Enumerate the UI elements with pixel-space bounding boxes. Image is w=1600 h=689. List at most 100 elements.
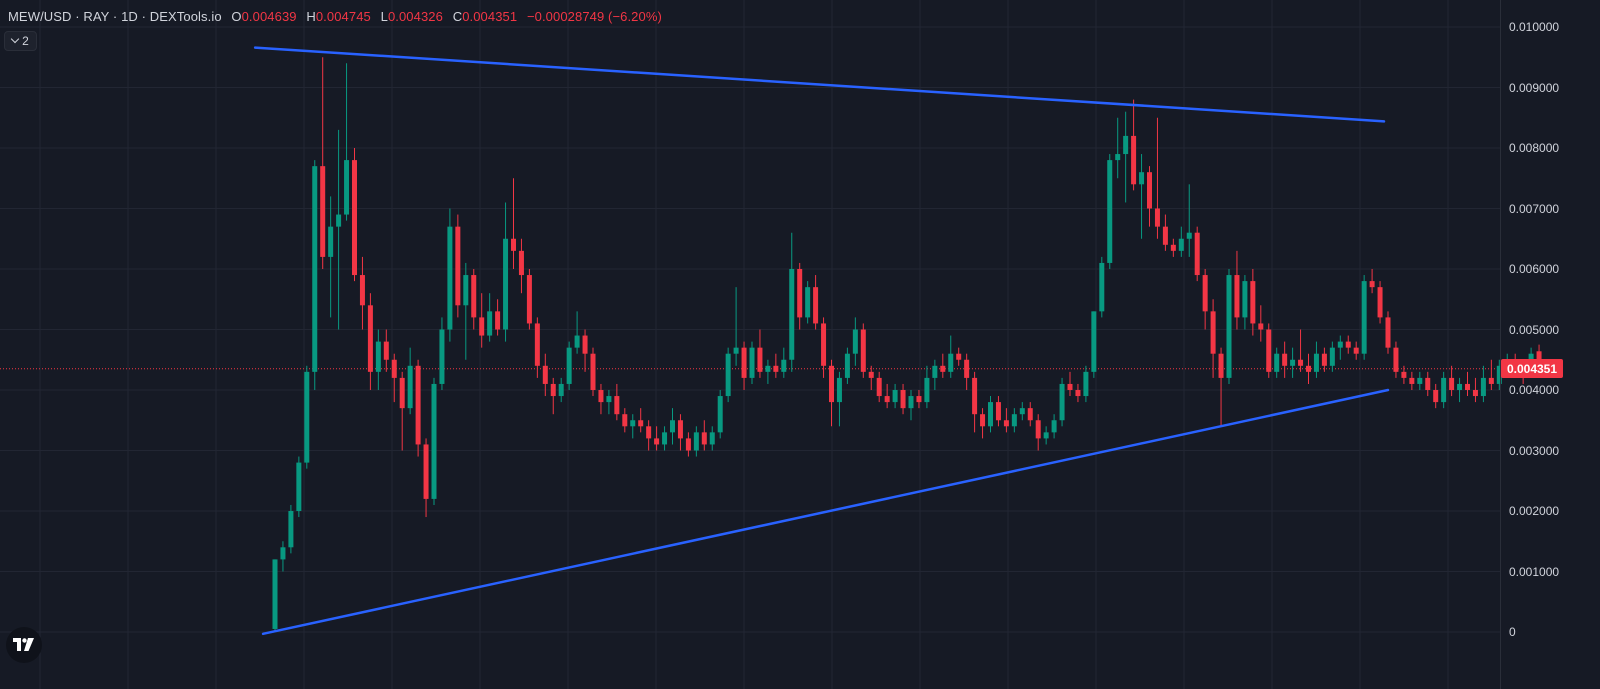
candle-body-down	[1075, 390, 1081, 397]
candle-body-up	[1139, 172, 1145, 185]
candle-body-up	[336, 214, 342, 227]
candle-body-down	[526, 275, 532, 324]
candle-body-up	[789, 269, 795, 360]
candle-body-up	[344, 160, 350, 215]
candle-body-up	[1011, 414, 1017, 427]
price-axis[interactable]	[1500, 0, 1600, 689]
candle-body-down	[550, 383, 556, 397]
candle-body-down	[495, 311, 501, 330]
candle-body-down	[511, 238, 516, 251]
candle-body-down	[757, 347, 763, 372]
candle-body-down	[900, 390, 906, 409]
candle-body-up	[1059, 383, 1065, 421]
candle-body-up	[328, 226, 334, 257]
candle-body-up	[693, 432, 699, 451]
candle-body-up	[670, 420, 675, 433]
candle-body-down	[1154, 208, 1160, 227]
candle-body-up	[1274, 353, 1280, 372]
candle-body-down	[1298, 359, 1304, 366]
price-tick-label: 0.001000	[1509, 564, 1560, 579]
grid-lines	[0, 0, 1500, 689]
candle-body-up	[312, 166, 318, 372]
candle-body-up	[908, 396, 914, 409]
candle-body-down	[1488, 377, 1494, 384]
open-value: 0.004639	[241, 9, 297, 24]
candle-body-down	[1250, 281, 1256, 324]
candle-body-down	[1258, 323, 1264, 330]
price-tick-label: 0.004000	[1509, 383, 1560, 397]
candle-body-down	[797, 269, 803, 318]
candle-body-up	[272, 559, 278, 629]
candle-body-down	[1162, 226, 1168, 245]
candle-body-down	[868, 371, 874, 378]
candle-body-down	[1401, 371, 1407, 378]
candle-body-up	[1178, 238, 1184, 251]
candle-body-up	[1417, 377, 1423, 384]
candle-body-up	[304, 371, 310, 463]
candle-body-down	[1409, 377, 1415, 384]
upper-trendline	[253, 46, 1386, 123]
candle-body-up	[503, 238, 509, 330]
candle-body-down	[622, 414, 628, 427]
candle-body-down	[1194, 232, 1200, 276]
close-label: C	[452, 9, 463, 24]
candle-body-down	[638, 420, 644, 427]
candle-body-down	[654, 438, 660, 445]
open-label: O	[231, 9, 242, 24]
candle-body-down	[415, 365, 421, 445]
candle-body-up	[1480, 377, 1486, 397]
candle-body-down	[677, 420, 683, 439]
candle-body-down	[685, 438, 691, 451]
candle-body-up	[296, 462, 302, 511]
candle-body-up	[574, 335, 580, 348]
candle-body-up	[717, 396, 723, 433]
candle-body-down	[359, 275, 365, 306]
candle-body-up	[1361, 281, 1367, 354]
candle-body-down	[1266, 329, 1272, 372]
candle-body-down	[821, 323, 827, 366]
tradingview-logo-icon[interactable]	[6, 627, 42, 663]
trendlines	[253, 46, 1390, 636]
candle-body-up	[1043, 432, 1049, 439]
candle-body-down	[1218, 353, 1224, 378]
low-value: 0.004326	[387, 9, 443, 24]
candle-body-down	[1035, 420, 1041, 439]
candle-body-up	[447, 226, 453, 330]
candle-body-down	[1449, 377, 1455, 390]
candle-body-down	[1345, 341, 1351, 348]
candle-body-down	[1393, 347, 1399, 372]
price-tick-label: 0	[1509, 625, 1516, 639]
candle-body-down	[1003, 420, 1009, 427]
candle-body-up	[1019, 408, 1025, 415]
candle-body-up	[1226, 275, 1232, 378]
candle-body-down	[1433, 390, 1439, 403]
candle-body-down	[972, 377, 978, 415]
candle-body-up	[1457, 383, 1463, 390]
candle-body-up	[852, 329, 858, 354]
candle-body-down	[598, 390, 604, 403]
candle-body-up	[1083, 371, 1089, 397]
candle-body-up	[566, 347, 572, 384]
candle-body-down	[995, 402, 1001, 421]
candle-body-up	[1496, 365, 1502, 384]
candle-body-up	[924, 377, 930, 403]
candle-body-down	[1425, 377, 1431, 390]
candle-body-down	[1170, 244, 1176, 251]
candle-body-up	[781, 359, 787, 372]
candle-body-up	[1107, 160, 1113, 263]
candles	[272, 57, 1542, 632]
price-tick-label: 0.009000	[1509, 80, 1560, 95]
candle-body-up	[988, 402, 993, 427]
indicators-toggle-button[interactable]: 2	[4, 31, 37, 51]
close-value: 0.004351	[462, 9, 518, 24]
candle-body-up	[1337, 341, 1343, 348]
price-tick-label: 0.005000	[1509, 322, 1560, 337]
candle-body-down	[646, 426, 652, 439]
candle-body-up	[1290, 359, 1296, 366]
candle-body-down	[884, 396, 890, 403]
candle-body-up	[1313, 353, 1319, 372]
candle-body-up	[487, 311, 493, 336]
candle-body-up	[1123, 135, 1129, 155]
